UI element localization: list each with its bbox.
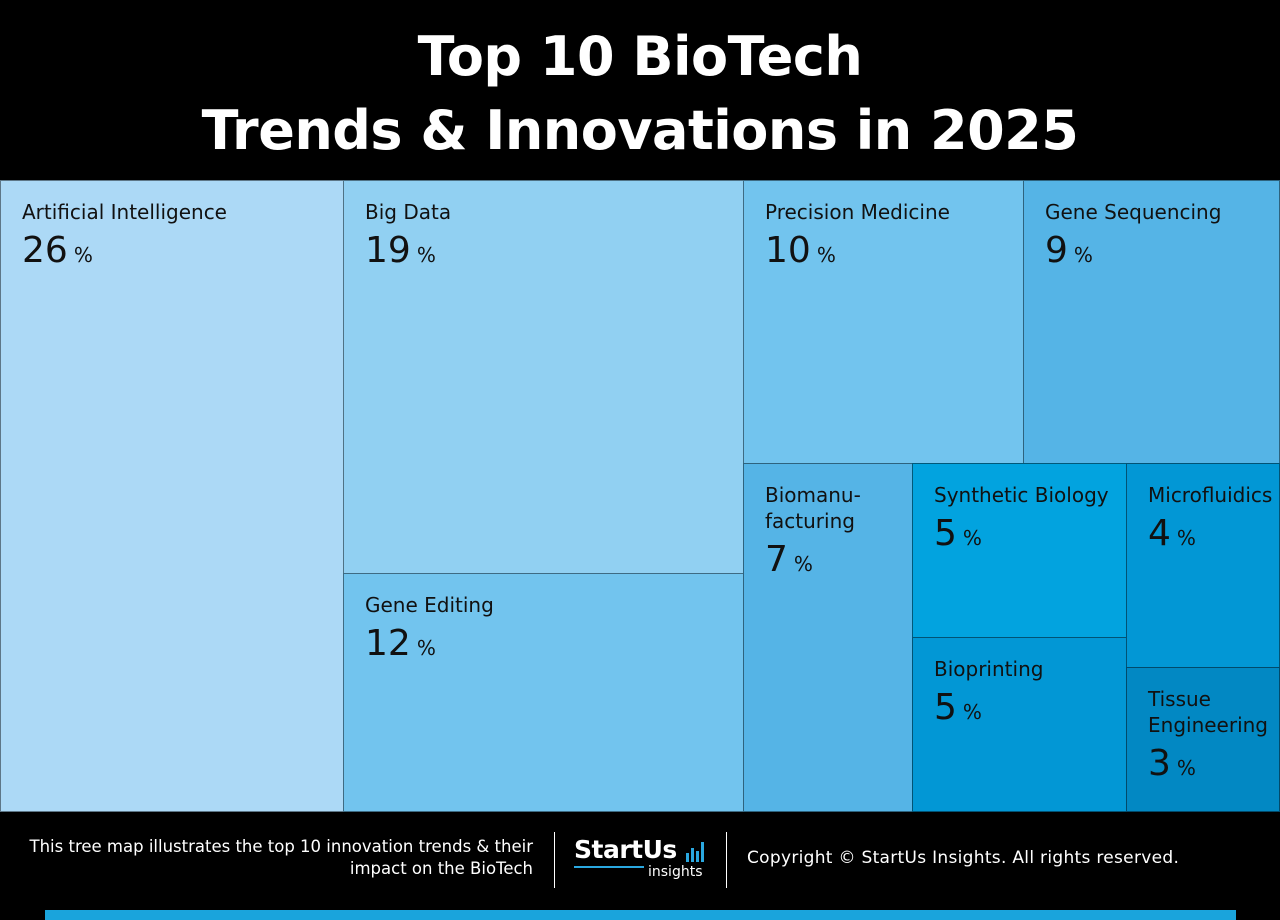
treemap-tile: Gene Sequencing 9% bbox=[1023, 180, 1280, 464]
tile-value-unit: % bbox=[793, 552, 813, 576]
treemap-tile: Big Data 19% bbox=[343, 180, 744, 574]
tile-value-number: 4 bbox=[1148, 513, 1171, 554]
tile-value-number: 5 bbox=[934, 513, 957, 554]
tile-label: Precision Medicine bbox=[765, 200, 950, 224]
tile-value: 12% bbox=[365, 624, 436, 668]
tile-label: Artificial Intelligence bbox=[22, 200, 227, 224]
tile-value: 5% bbox=[934, 514, 982, 558]
title-line-1: Top 10 BioTech bbox=[417, 25, 863, 88]
treemap-tile: Artificial Intelligence 26% bbox=[0, 180, 344, 812]
tile-value: 5% bbox=[934, 688, 982, 732]
tile-label: Microfluidics bbox=[1148, 483, 1273, 507]
tile-value-number: 26 bbox=[22, 230, 68, 271]
treemap-tile: Biomanu- facturing 7% bbox=[743, 463, 913, 812]
treemap-tile: Precision Medicine 10% bbox=[743, 180, 1024, 464]
tile-value-number: 10 bbox=[765, 230, 811, 271]
treemap-tile: Bioprinting 5% bbox=[912, 637, 1127, 812]
logo-wordmark: StartUs bbox=[574, 835, 677, 864]
tile-value: 9% bbox=[1045, 231, 1093, 275]
startus-logo[interactable]: StartUs insights bbox=[574, 836, 714, 886]
logo-underline bbox=[574, 866, 644, 868]
chart-title: Top 10 BioTech Trends & Innovations in 2… bbox=[0, 0, 1280, 168]
tile-value-unit: % bbox=[416, 636, 436, 660]
tile-value: 7% bbox=[765, 540, 813, 584]
title-line-2: Trends & Innovations in 2025 bbox=[201, 99, 1079, 162]
footer-divider-left bbox=[554, 832, 555, 888]
tile-value-unit: % bbox=[1073, 243, 1093, 267]
treemap: Artificial Intelligence 26% Big Data 19% Gen… bbox=[0, 180, 1280, 812]
accent-bar bbox=[45, 910, 1236, 920]
logo-subtext: insights bbox=[648, 864, 703, 880]
tile-value: 3% bbox=[1148, 744, 1196, 788]
footer: This tree map illustrates the top 10 inn… bbox=[0, 812, 1280, 920]
tile-value-unit: % bbox=[416, 243, 436, 267]
tile-value-unit: % bbox=[1176, 526, 1196, 550]
tile-label: Gene Editing bbox=[365, 593, 494, 617]
treemap-tile: Tissue Engineering 3% bbox=[1126, 667, 1280, 812]
tile-value: 19% bbox=[365, 231, 436, 275]
tile-value: 26% bbox=[22, 231, 93, 275]
treemap-tile: Synthetic Biology 5% bbox=[912, 463, 1127, 638]
tile-value-number: 3 bbox=[1148, 743, 1171, 784]
tile-value-unit: % bbox=[962, 526, 982, 550]
treemap-tile: Gene Editing 12% bbox=[343, 573, 744, 812]
footer-divider-right bbox=[726, 832, 727, 888]
tile-value: 10% bbox=[765, 231, 836, 275]
tile-value-number: 12 bbox=[365, 623, 411, 664]
tile-label: Synthetic Biology bbox=[934, 483, 1109, 507]
tile-label: Bioprinting bbox=[934, 657, 1044, 681]
tile-label: Big Data bbox=[365, 200, 452, 224]
header: Top 10 BioTech Trends & Innovations in 2… bbox=[0, 0, 1280, 180]
tile-value-unit: % bbox=[962, 700, 982, 724]
copyright-text: Copyright © StartUs Insights. All rights… bbox=[747, 848, 1180, 868]
tile-label: Biomanu- facturing bbox=[765, 483, 861, 533]
tile-value-number: 19 bbox=[365, 230, 411, 271]
footer-description: This tree map illustrates the top 10 inn… bbox=[29, 837, 533, 878]
tile-label: Gene Sequencing bbox=[1045, 200, 1222, 224]
tile-value-unit: % bbox=[73, 243, 93, 267]
tile-value-number: 9 bbox=[1045, 230, 1068, 271]
tile-value-unit: % bbox=[1176, 756, 1196, 780]
tile-value-number: 5 bbox=[934, 687, 957, 728]
tile-label: Tissue Engineering bbox=[1148, 687, 1268, 737]
tile-value-number: 7 bbox=[765, 539, 788, 580]
treemap-tile: Microfluidics 4% bbox=[1126, 463, 1280, 668]
tile-value-unit: % bbox=[816, 243, 836, 267]
tile-value: 4% bbox=[1148, 514, 1196, 558]
bar-chart-icon bbox=[686, 842, 708, 862]
